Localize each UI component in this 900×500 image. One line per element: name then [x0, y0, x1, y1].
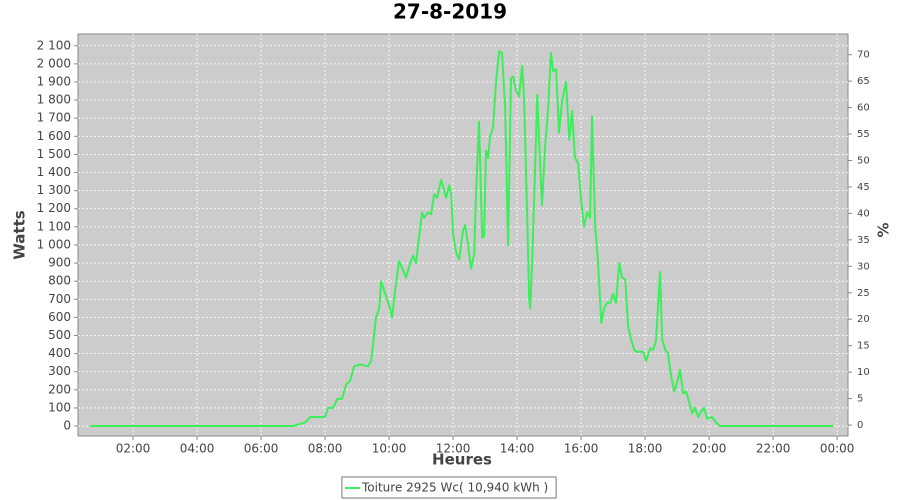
y2-tick-label: 40 [857, 208, 870, 219]
y-tick-label: 300 [48, 364, 71, 378]
legend: Toiture 2925 Wc( 10,940 kWh ) [341, 476, 557, 499]
x-tick-label: 20:00 [692, 442, 727, 456]
x-tick-label: 16:00 [564, 442, 599, 456]
x-tick-label: 08:00 [308, 442, 343, 456]
x-tick-label: 12:00 [436, 442, 471, 456]
y-axis-label: Watts [11, 210, 29, 259]
y2-tick-label: 60 [857, 103, 870, 114]
y2-tick-label: 45 [857, 182, 870, 193]
y-tick-label: 400 [48, 346, 71, 360]
y2-tick-label: 20 [857, 314, 870, 325]
y-tick-label: 200 [48, 382, 71, 396]
y-tick-label: 0 [63, 419, 71, 433]
y-tick-label: 1 800 [37, 93, 71, 107]
y-tick-label: 900 [48, 256, 71, 270]
legend-label: Toiture 2925 Wc( 10,940 kWh ) [361, 481, 548, 495]
y-tick-label: 800 [48, 274, 71, 288]
y-tick-label: 1 500 [37, 147, 71, 161]
y2-tick-label: 55 [857, 129, 870, 140]
y2-tick-label: 30 [857, 261, 870, 272]
y-tick-label: 1 600 [37, 129, 71, 143]
y-tick-label: 700 [48, 292, 71, 306]
chart-title: 27-8-2019 [393, 0, 507, 24]
x-tick-label: 14:00 [500, 442, 535, 456]
y2-tick-label: 10 [857, 367, 870, 378]
x-tick-label: 02:00 [116, 442, 151, 456]
y2-tick-label: 25 [857, 288, 870, 299]
y2-tick-label: 5 [857, 394, 863, 405]
y-tick-label: 500 [48, 328, 71, 342]
y-tick-label: 1 900 [37, 74, 71, 88]
x-tick-label: 22:00 [756, 442, 791, 456]
y2-tick-label: 65 [857, 76, 870, 87]
x-tick-label: 06:00 [244, 442, 279, 456]
y-tick-label: 100 [48, 400, 71, 414]
y-tick-label: 600 [48, 310, 71, 324]
y2-tick-label: 50 [857, 155, 870, 166]
y2-tick-label: 70 [857, 50, 870, 61]
series-line [90, 50, 834, 427]
y2-tick-label: 35 [857, 235, 870, 246]
x-tick-label: 10:00 [372, 442, 407, 456]
y-tick-label: 1 000 [37, 237, 71, 251]
y2-axis-label: % [875, 222, 893, 237]
y2-tick-label: 15 [857, 341, 870, 352]
y-tick-label: 1 700 [37, 111, 71, 125]
y-tick-label: 1 300 [37, 183, 71, 197]
x-tick-label: 18:00 [628, 442, 663, 456]
y-tick-label: 1 400 [37, 165, 71, 179]
legend-box [341, 476, 557, 499]
x-axis-label: Heures [432, 451, 492, 469]
y-tick-label: 2 100 [37, 38, 71, 52]
x-tick-label: 00:00 [820, 442, 855, 456]
y2-tick-label: 0 [857, 420, 863, 431]
y-tick-label: 1 200 [37, 201, 71, 215]
x-tick-label: 04:00 [180, 442, 215, 456]
y-tick-label: 1 100 [37, 219, 71, 233]
y-tick-label: 2 000 [37, 56, 71, 70]
